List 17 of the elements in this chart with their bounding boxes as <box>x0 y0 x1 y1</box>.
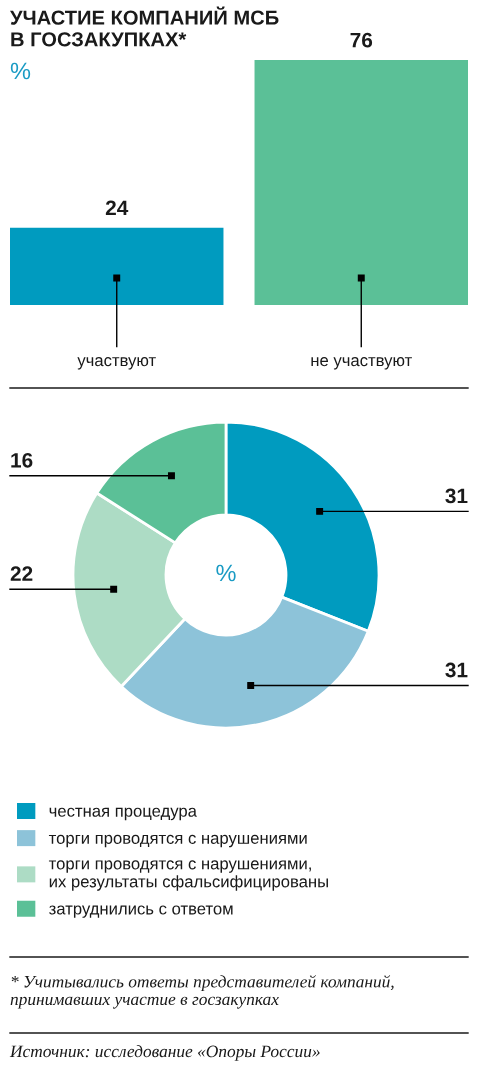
legend-label: честная процедура <box>49 807 197 821</box>
data-label: 31 <box>445 488 468 504</box>
text: % <box>216 564 236 582</box>
chart-subtitle: % <box>10 62 31 80</box>
chart-title: УЧАСТИЕ КОМПАНИЙ МСБ В ГОСЗАКУПКАХ* <box>10 6 279 47</box>
data-label: 24 <box>105 200 129 215</box>
data-label: 22 <box>10 566 33 581</box>
text: Источник: исследование «Опоры России» <box>9 1045 320 1061</box>
data-label: 76 <box>350 32 373 48</box>
x-tick-label: участвуют <box>77 357 156 370</box>
legend-label: торги проводятся с нарушениями, их результаты сфальсифицированы <box>48 860 328 891</box>
text: * Учитывались ответы представителей компаний, принимавших участие в госзакупках <box>10 975 394 1009</box>
data-label: 31 <box>445 662 468 678</box>
x-tick-label: не участвуют <box>311 357 412 370</box>
legend-label: затруднились с ответом <box>49 905 233 918</box>
legend-label: торги проводятся с нарушениями <box>48 834 307 848</box>
data-label: 16 <box>11 452 33 468</box>
